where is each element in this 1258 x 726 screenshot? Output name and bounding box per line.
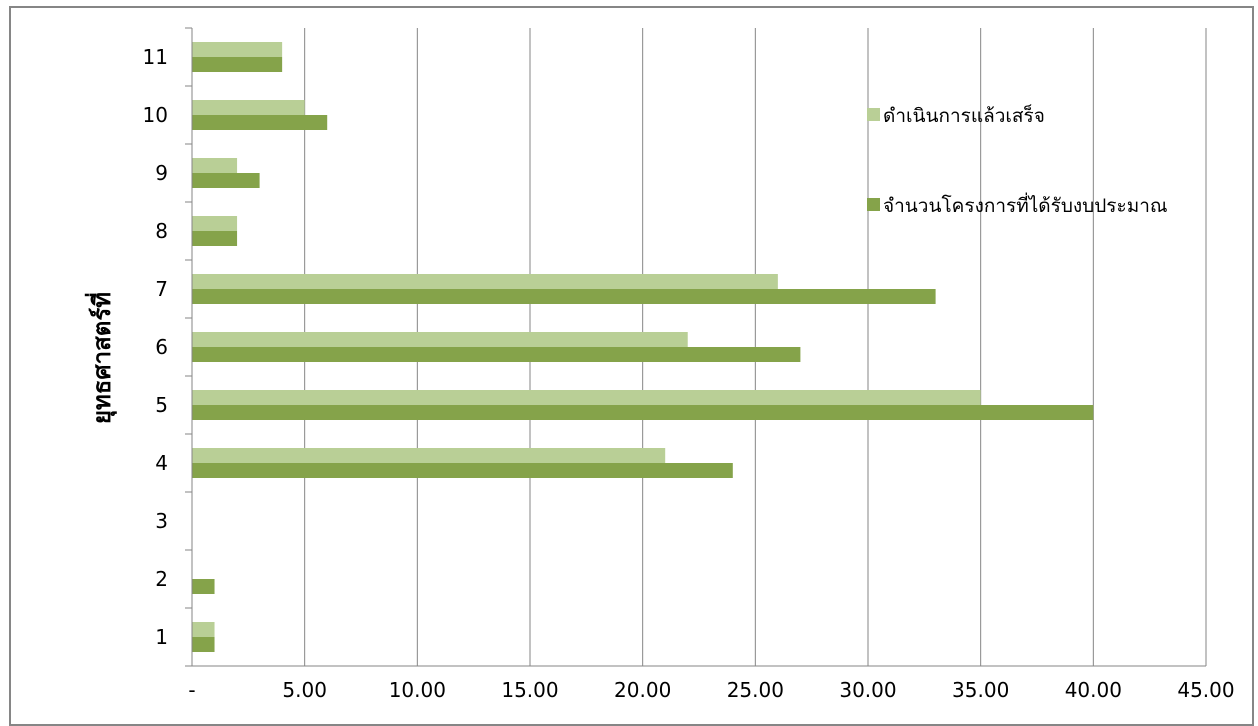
gridlines: [304, 28, 1207, 666]
bar-funded-7: [192, 289, 936, 304]
x-tick-label: 40.00: [1065, 678, 1122, 702]
x-tick-label: 20.00: [614, 678, 671, 702]
bar-completed-1: [192, 622, 215, 637]
y-tick-label: 7: [155, 277, 168, 301]
bar-funded-11: [192, 57, 283, 72]
y-tick-label: 8: [155, 219, 168, 243]
bar-completed-4: [192, 448, 666, 463]
y-tick-label: 9: [155, 161, 168, 185]
bar-funded-4: [192, 463, 733, 478]
x-tick-label: 25.00: [727, 678, 784, 702]
x-tick-label: 5.00: [282, 678, 327, 702]
bar-funded-6: [192, 347, 801, 362]
legend-swatch: [867, 108, 880, 121]
bar-completed-8: [192, 216, 238, 231]
bar-funded-5: [192, 405, 1094, 420]
axes: [185, 27, 1206, 667]
y-tick-label: 2: [155, 567, 168, 591]
y-axis-label: ยุทธศาสตร์ที่: [84, 292, 118, 424]
y-tick-label: 5: [155, 393, 168, 417]
bar-completed-5: [192, 390, 981, 405]
bar-completed-10: [192, 100, 305, 115]
x-tick-label: 35.00: [952, 678, 1009, 702]
bar-completed-6: [192, 332, 688, 347]
x-tick-label: 45.00: [1177, 678, 1234, 702]
bars: [192, 42, 1094, 652]
bar-chart: - 5.00 10.00 15.00 20.00 25.00 30.00 35.00 40.00…: [84, 27, 1235, 702]
y-tick-label: 11: [143, 45, 168, 69]
y-tick-label: 1: [155, 625, 168, 649]
y-tick-label: 3: [155, 509, 168, 533]
legend-entry: ดำเนินการแล้วเสร็จ: [883, 103, 1045, 127]
y-tick-label: 10: [143, 103, 168, 127]
bar-funded-1: [192, 637, 215, 652]
bar-funded-2: [192, 579, 215, 594]
bar-completed-7: [192, 274, 778, 289]
legend-swatch: [867, 198, 880, 211]
x-tick-label: 15.00: [501, 678, 558, 702]
legend: ดำเนินการแล้วเสร็จจำนวนโครงการที่ได้รับง…: [867, 103, 1168, 217]
x-tick-label: -: [188, 678, 195, 702]
y-tick-labels: 1 2 3 4 5 6 7 8 9 10 11: [143, 45, 168, 649]
legend-entry: จำนวนโครงการที่ได้รับงบประมาณ: [883, 192, 1168, 217]
x-tick-label: 10.00: [389, 678, 446, 702]
bar-completed-9: [192, 158, 238, 173]
y-tick-label: 4: [155, 451, 168, 475]
bar-funded-10: [192, 115, 328, 130]
bar-completed-11: [192, 42, 283, 57]
x-tick-label: 30.00: [839, 678, 896, 702]
x-tick-labels: - 5.00 10.00 15.00 20.00 25.00 30.00 35.00 40.00…: [188, 678, 1234, 702]
y-tick-label: 6: [155, 335, 168, 359]
bar-funded-8: [192, 231, 238, 246]
bar-funded-9: [192, 173, 260, 188]
